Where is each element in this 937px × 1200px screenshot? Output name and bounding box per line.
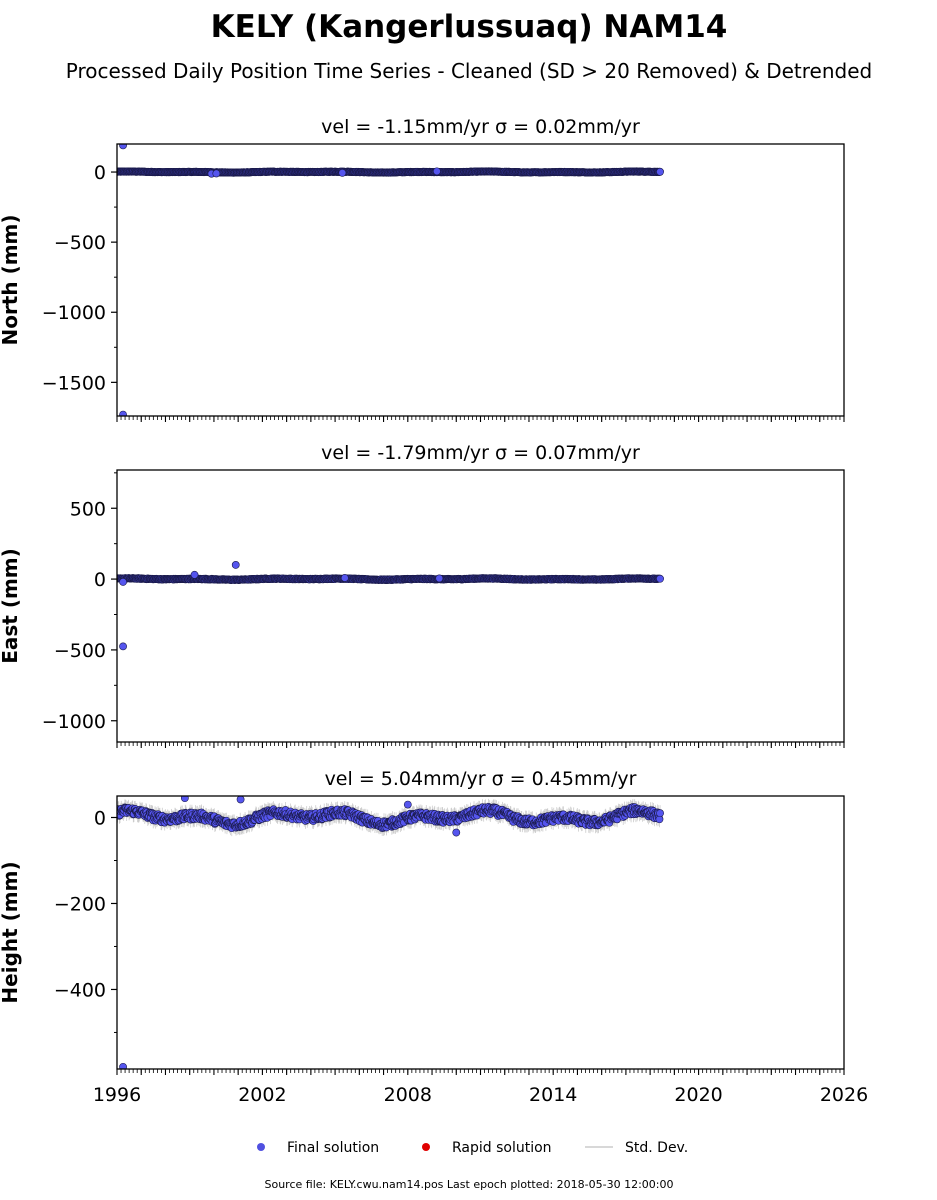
panel-1: vel = -1.15mm/yr σ = 0.02mm/yr North (mm)…	[0, 116, 845, 422]
legend-item: Rapid solution	[422, 1140, 552, 1156]
y-tick-label: 0	[94, 569, 106, 591]
outlier-point	[432, 167, 441, 176]
figure-subtitle: Processed Daily Position Time Series - C…	[66, 59, 872, 83]
y-tick-label: −500	[54, 232, 106, 254]
final-solution-points	[117, 796, 664, 1069]
data-point	[656, 167, 664, 176]
axes-frame	[116, 795, 845, 1070]
final-solution-points	[117, 144, 664, 416]
y-axis-label: North (mm)	[0, 214, 22, 345]
x-tick-label: 2026	[820, 1084, 868, 1106]
outlier-point	[435, 574, 444, 583]
x-tick-label: 2008	[384, 1084, 432, 1106]
plot-area	[117, 144, 664, 416]
outlier-point	[190, 570, 199, 579]
legend: Final solution Rapid solution Std. Dev.	[257, 1140, 688, 1156]
panel-title: vel = 5.04mm/yr σ = 0.45mm/yr	[325, 768, 637, 790]
panel-3: vel = 5.04mm/yr σ = 0.45mm/yr Height (mm)…	[0, 768, 868, 1106]
outlier-point	[119, 1062, 127, 1069]
outlier-point	[338, 168, 347, 177]
footer-source: Source file: KELY.cwu.nam14.pos Last epo…	[264, 1178, 673, 1191]
y-tick-label: −500	[54, 640, 106, 662]
y-tick-label: −1000	[42, 302, 106, 324]
x-tick-label: 1996	[93, 1084, 141, 1106]
outlier-point	[119, 578, 127, 586]
y-tick-label: −1500	[42, 372, 106, 394]
legend-item: Final solution	[257, 1140, 379, 1156]
figure-title: KELY (Kangerlussuaq) NAM14	[211, 9, 728, 45]
axes-frame	[116, 469, 845, 743]
x-tick-label: 2020	[674, 1084, 722, 1106]
panel-title: vel = -1.15mm/yr σ = 0.02mm/yr	[321, 116, 640, 138]
outlier-point	[119, 642, 127, 651]
outlier-point	[212, 169, 221, 178]
y-tick-label: −400	[54, 979, 106, 1001]
outlier-point	[119, 410, 127, 416]
outlier-point	[180, 796, 189, 803]
outlier-point	[452, 828, 461, 837]
outlier-point	[403, 800, 412, 809]
y-axis-label: East (mm)	[0, 548, 22, 664]
y-tick-label: −200	[54, 893, 106, 915]
final-solution-points	[117, 561, 664, 651]
outlier-point	[236, 796, 245, 804]
y-tick-label: 0	[94, 162, 106, 184]
panel-title: vel = -1.79mm/yr σ = 0.07mm/yr	[321, 442, 640, 464]
x-tick-label: 2002	[238, 1084, 286, 1106]
outlier-point	[340, 574, 349, 582]
y-tick-label: 500	[70, 498, 106, 520]
legend-item: Std. Dev.	[585, 1140, 688, 1156]
y-axis-label: Height (mm)	[0, 861, 22, 1003]
plot-area	[117, 561, 664, 651]
outlier-point	[231, 561, 240, 569]
outlier-point	[119, 144, 127, 150]
y-tick-label: 0	[94, 807, 106, 829]
panel-2: vel = -1.79mm/yr σ = 0.07mm/yr East (mm) 5…	[0, 442, 845, 748]
y-tick-label: −1000	[42, 711, 106, 733]
data-point	[656, 574, 664, 583]
axes-frame	[116, 143, 845, 417]
data-point	[656, 809, 664, 818]
panels: vel = -1.15mm/yr σ = 0.02mm/yr North (mm)…	[0, 116, 868, 1106]
x-tick-label: 2014	[529, 1084, 577, 1106]
plot-area	[117, 796, 664, 1069]
legend-marker	[422, 1143, 430, 1151]
legend-marker	[257, 1143, 265, 1151]
legend-label: Rapid solution	[452, 1140, 552, 1156]
legend-label: Final solution	[287, 1140, 379, 1156]
legend-label: Std. Dev.	[625, 1140, 688, 1156]
